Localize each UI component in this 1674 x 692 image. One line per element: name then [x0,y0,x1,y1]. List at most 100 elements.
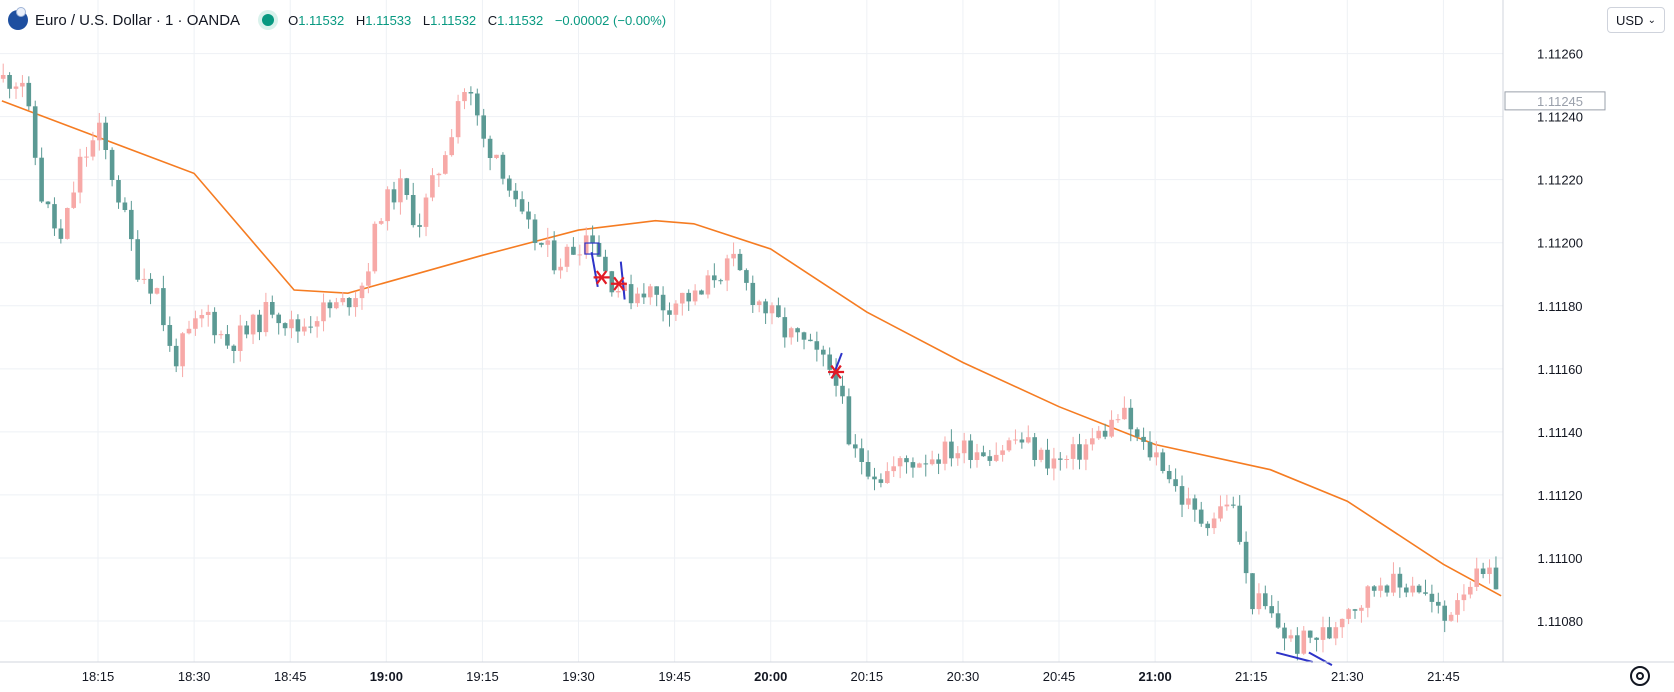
candle-body [1166,471,1172,480]
candle-body [1019,439,1025,443]
candle-body [1333,627,1339,639]
candle-body [84,156,89,158]
candle-body [250,314,256,335]
candle-body [199,315,205,319]
candle-body [583,235,589,255]
candle-body [1352,609,1358,611]
candle-body [1346,609,1351,619]
candle-body [1275,613,1281,628]
candle-body [39,157,44,202]
ohlc-values: O1.11532 H1.11533 L1.11532 C1.11532 −0.0… [288,13,674,28]
candle-body [1013,439,1018,441]
candle-body [1077,444,1082,460]
price-tick-label: 1.11080 [1537,614,1583,629]
candle-body [1115,419,1121,421]
candle-body [97,122,102,141]
candle-body [1365,586,1371,608]
candle-body [993,454,999,461]
candle-body [667,310,672,315]
candle-body [968,440,973,460]
candle-body [257,314,262,333]
candle-body [334,302,339,309]
chevron-down-icon: ⌄ [1647,14,1656,26]
chart-grid [0,0,1503,662]
candle-body [1391,573,1396,593]
candle-body [840,385,845,397]
candle-body [519,199,525,212]
candle-body [173,345,179,367]
candle-body [1307,630,1313,638]
candle-body [910,462,916,468]
candle-body [718,280,723,282]
candle-body [321,302,326,322]
candle-body [193,318,198,329]
candle-body [1493,567,1499,590]
candle-body [660,294,666,311]
price-tick-label: 1.11100 [1537,551,1582,566]
candle-body [1442,605,1447,621]
candle-body [673,303,679,315]
candle-body [1314,637,1319,640]
candle-body [1211,518,1217,529]
candle-body [1269,606,1274,614]
candle-body [648,286,653,298]
price-tick-label: 1.11160 [1537,362,1582,377]
candle-body [1109,419,1114,437]
candle-body [436,173,442,176]
candle-body [276,314,281,324]
candle-body [109,149,115,180]
candles-layer [0,63,1499,661]
candle-body [0,75,6,79]
time-tick-label: 21:00 [1138,669,1171,684]
candle-body [1320,627,1326,640]
candle-body [782,317,788,338]
candle-body [692,290,698,302]
time-tick-label: 18:15 [82,669,115,684]
candle-body [1371,586,1377,591]
time-tick-label: 20:15 [851,669,884,684]
asterisk-marker [595,270,608,285]
candle-body [577,254,583,256]
markers-layer [584,242,1333,667]
candle-body [859,448,864,462]
candle-body [955,453,961,459]
price-tick-label: 1.11140 [1537,425,1582,440]
candle-body [1256,593,1262,610]
candle-body [327,302,333,309]
candle-body [141,278,147,280]
candle-body [1045,449,1050,469]
candle-body [929,459,935,465]
candle-body [148,278,153,294]
candle-body [981,452,986,457]
candle-body [897,458,903,467]
settings-gear-icon[interactable] [1630,666,1650,686]
current-price-box [1504,91,1606,111]
candle-body [205,311,211,315]
candle-body [231,345,237,351]
candle-body [116,180,121,203]
candle-body [225,334,230,346]
candle-body [1154,452,1159,458]
candle-body [417,225,422,227]
symbol-title[interactable]: Euro / U.S. Dollar · 1 · OANDA [35,11,241,29]
currency-selector[interactable]: USD ⌄ [1607,7,1665,33]
candle-body [1455,600,1460,615]
candle-body [545,240,551,245]
candle-body [212,311,217,336]
candle-body [635,293,640,304]
candle-body [622,284,627,291]
candle-body [1461,594,1467,601]
candle-body [1301,630,1307,654]
candle-body [295,319,301,332]
candle-body [481,115,486,139]
candle-body [308,326,313,328]
candle-body [289,319,294,329]
candle-body [1384,585,1390,593]
candle-body [628,284,634,304]
trend-line-drawing [1275,651,1313,663]
candle-body [712,275,717,281]
candle-body [468,92,474,94]
candle-body [872,476,877,480]
candle-body [776,305,781,318]
